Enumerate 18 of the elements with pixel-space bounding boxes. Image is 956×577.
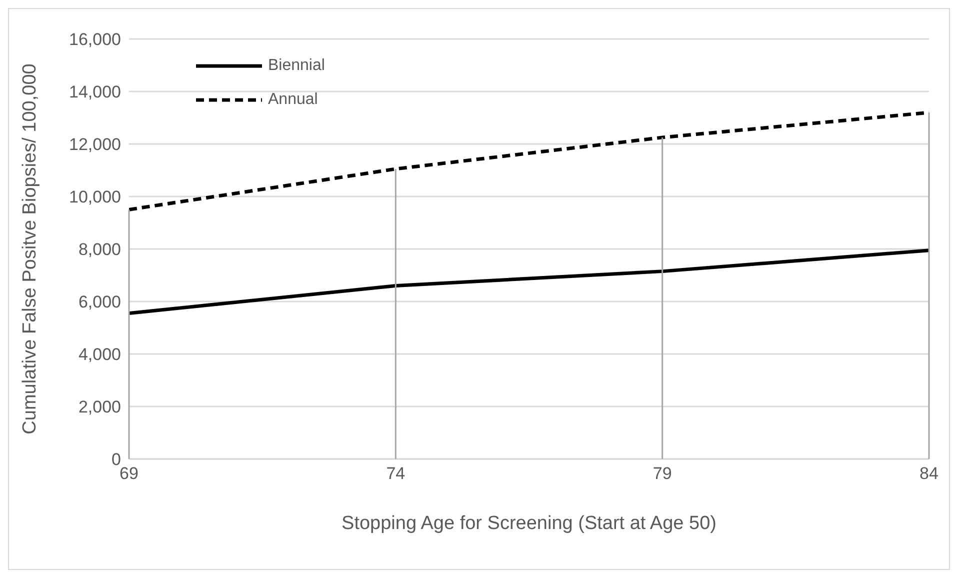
y-tick-label: 0 [112, 450, 121, 470]
x-tick-label: 69 [120, 464, 138, 484]
y-tick-label: 2,000 [78, 398, 121, 417]
y-axis-title: Cumulative False Positve Biopsies/ 100,000 [20, 64, 41, 434]
y-tick-label: 4,000 [78, 345, 121, 364]
x-tick-label: 84 [920, 464, 938, 484]
legend-label: Biennial [268, 57, 325, 75]
y-tick-label: 10,000 [69, 188, 121, 207]
y-tick-label: 14,000 [69, 82, 121, 102]
legend-label: Annual [268, 91, 318, 109]
x-tick-label: 79 [652, 464, 672, 484]
y-tick-label: 8,000 [78, 240, 121, 260]
y-tick-label: 16,000 [69, 30, 121, 50]
x-tick-label: 74 [386, 464, 406, 484]
y-tick-label: 12,000 [69, 135, 121, 154]
y-tick-label: 6,000 [78, 292, 121, 312]
x-axis-title: Stopping Age for Screening (Start at Age 50) [342, 513, 716, 534]
line-series [129, 248, 929, 316]
